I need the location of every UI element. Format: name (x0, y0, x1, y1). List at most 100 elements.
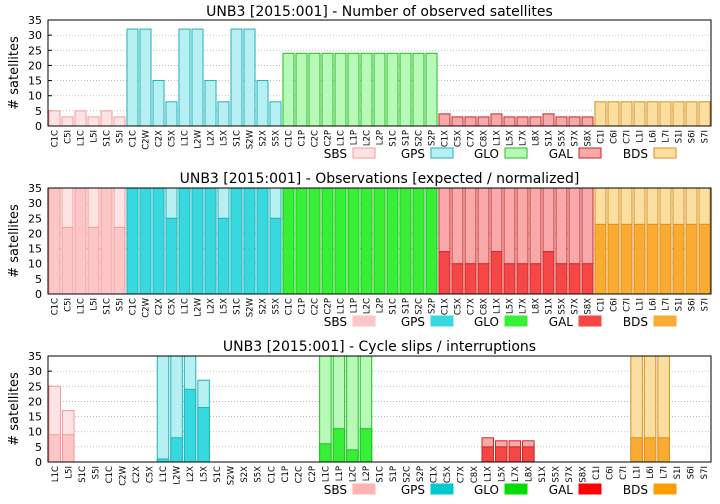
x-tick-label: C2P (308, 466, 318, 482)
y-tick-label: 5 (35, 105, 42, 118)
x-tick-label: C5X (168, 298, 178, 315)
bar-normalized (542, 251, 555, 295)
x-tick-label: C5X (168, 130, 178, 147)
bar-normalized (399, 187, 412, 295)
bar (282, 52, 295, 127)
x-tick-label: S1C (376, 466, 386, 483)
x-tick-label: S2X (259, 298, 269, 315)
bar (451, 116, 464, 127)
legend-label-bds: BDS (623, 147, 648, 161)
bar (165, 101, 178, 127)
x-tick-label: S2P (416, 466, 426, 482)
bar-normalized (646, 223, 659, 295)
x-tick-label: S5I (116, 298, 126, 311)
bar (399, 52, 412, 127)
bar (698, 101, 711, 127)
x-tick-label: C6I (610, 298, 620, 312)
y-tick-label: 25 (28, 380, 42, 393)
x-tick-label: C2W (142, 297, 152, 317)
bar-normalized (438, 251, 451, 295)
legend-label-sbs: SBS (324, 315, 347, 329)
bar (152, 80, 165, 127)
legend-label-gps: GPS (401, 483, 425, 497)
bar-normalized (295, 187, 308, 295)
x-tick-label: C1I (592, 466, 602, 480)
bar (607, 101, 620, 127)
x-tick-label: C1X (430, 466, 440, 483)
x-tick-label: C1X (441, 298, 451, 315)
bar-normalized (61, 226, 74, 295)
legend-label-gal: GAL (549, 147, 574, 161)
bar-normalized (529, 263, 542, 295)
x-tick-label: S8X (584, 298, 594, 315)
plot-frame (47, 187, 712, 295)
x-tick-label: C8X (480, 130, 490, 147)
bar-normalized (87, 226, 100, 295)
x-tick-label: S7X (565, 466, 575, 483)
y-axis-label: # satellites (7, 204, 22, 278)
x-tick-label: C2X (155, 298, 165, 315)
x-tick-label: S7I (701, 130, 711, 143)
x-tick-label: L1P (350, 298, 360, 313)
y-tick-label: 35 (28, 350, 42, 363)
x-tick-label: C1C (129, 298, 139, 315)
x-tick-label: L2C (348, 466, 358, 482)
x-tick-label: L7I (662, 298, 672, 311)
bar-normalized (620, 223, 633, 295)
x-tick-label: L5I (90, 130, 100, 143)
x-tick-label: S6I (688, 130, 698, 143)
legend-label-glo: GLO (474, 315, 499, 329)
bar-normalized (243, 187, 256, 295)
x-tick-label: S1C (233, 298, 243, 315)
x-tick-label: S2X (240, 466, 250, 483)
x-tick-label: L1P (350, 130, 360, 145)
x-tick-label: S5X (551, 466, 561, 483)
y-tick-label: 0 (35, 288, 42, 301)
bar (256, 80, 269, 127)
bar-normalized (321, 187, 334, 295)
x-tick-label: C6I (610, 130, 620, 144)
legend-swatch-gal (578, 147, 602, 159)
x-tick-label: S1C (389, 298, 399, 315)
x-tick-label: L5X (497, 466, 507, 482)
x-tick-label: C2X (132, 466, 142, 483)
bar-normalized (165, 217, 178, 295)
bar (334, 52, 347, 127)
x-tick-label: S2P (428, 298, 438, 314)
bar-normalized (516, 263, 529, 295)
bar (620, 101, 633, 127)
bar (685, 101, 698, 127)
x-tick-label: L6I (649, 130, 659, 143)
bar (503, 116, 516, 127)
bar-interruptions (332, 428, 346, 463)
x-tick-label: S1P (389, 466, 399, 482)
bar (425, 52, 438, 127)
bar-normalized (152, 187, 165, 295)
x-tick-label: L1X (493, 130, 503, 146)
bar-normalized (607, 223, 620, 295)
x-tick-label: L2X (207, 130, 217, 146)
y-tick-label: 35 (28, 182, 42, 195)
x-tick-label: S1C (233, 130, 243, 147)
legend-swatch-bds (653, 147, 677, 159)
x-tick-label: C6I (606, 466, 616, 480)
bar-normalized (100, 187, 113, 295)
bar-normalized (464, 263, 477, 295)
bar-normalized (269, 217, 282, 295)
x-tick-label: S2C (403, 466, 413, 483)
bar (113, 116, 126, 127)
x-tick-label: C1C (285, 130, 295, 147)
x-tick-label: C5X (145, 466, 155, 483)
x-tick-label: S1P (402, 298, 412, 314)
y-tick-label: 5 (35, 273, 42, 286)
chart-title: UNB3 [2015:001] - Number of observed sat… (206, 4, 553, 20)
x-tick-label: S2W (227, 465, 237, 485)
y-tick-label: 25 (28, 212, 42, 225)
x-tick-label: L7I (660, 466, 670, 479)
bar (568, 116, 581, 127)
legend-swatch-sbs (352, 483, 376, 495)
chart-title: UNB3 [2015:001] - Observations [expected… (180, 171, 580, 187)
x-tick-label: C2C (311, 298, 321, 315)
x-tick-label: L1I (636, 298, 646, 311)
x-tick-label: S1C (103, 130, 113, 147)
